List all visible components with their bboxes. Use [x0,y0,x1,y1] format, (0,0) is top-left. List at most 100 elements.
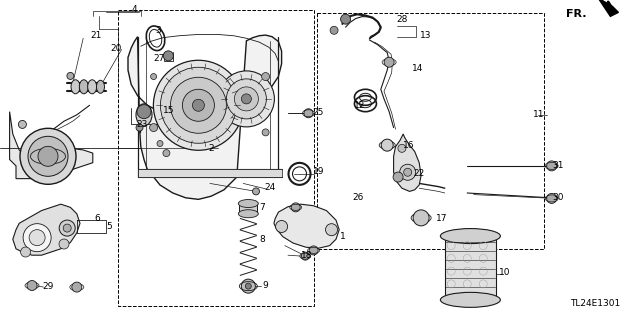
Circle shape [163,51,173,61]
Circle shape [38,146,58,166]
Circle shape [393,172,403,182]
Text: TL24E1301: TL24E1301 [570,299,621,308]
Circle shape [241,94,252,104]
Polygon shape [445,236,496,300]
Polygon shape [13,204,80,255]
Text: 17: 17 [436,214,447,223]
Text: 4: 4 [132,5,137,14]
Ellipse shape [440,228,500,244]
Ellipse shape [88,80,97,94]
Circle shape [72,282,82,292]
Polygon shape [138,169,282,177]
Circle shape [60,220,76,236]
Text: 2: 2 [209,144,214,153]
Text: 15: 15 [163,106,174,115]
Text: 29: 29 [42,282,54,291]
Circle shape [276,220,287,233]
Text: 11: 11 [533,110,545,119]
Circle shape [245,283,252,289]
Circle shape [384,57,394,67]
Circle shape [157,141,163,146]
Ellipse shape [79,80,88,94]
Text: 9: 9 [263,281,268,290]
Ellipse shape [238,199,259,208]
Text: 26: 26 [353,193,364,202]
Circle shape [161,67,236,143]
Circle shape [413,210,429,226]
Circle shape [326,224,337,236]
Text: 19: 19 [313,167,324,176]
Ellipse shape [97,80,104,93]
Text: 7: 7 [260,204,265,212]
Circle shape [193,99,204,111]
Polygon shape [128,35,282,199]
Circle shape [340,14,351,24]
Ellipse shape [71,80,80,94]
Text: 22: 22 [413,169,425,178]
Circle shape [309,246,318,255]
Circle shape [304,109,313,118]
Circle shape [547,193,557,204]
Circle shape [301,252,309,260]
Circle shape [330,26,338,34]
Circle shape [399,164,416,180]
Circle shape [67,72,74,79]
Circle shape [20,128,76,184]
Text: 12: 12 [354,101,365,110]
Circle shape [136,124,143,131]
Text: 5: 5 [106,222,111,231]
Polygon shape [239,204,257,214]
Text: 31: 31 [552,161,564,170]
Circle shape [29,230,45,246]
Polygon shape [394,134,421,191]
Circle shape [163,150,170,157]
Polygon shape [10,112,93,179]
Text: 23: 23 [136,120,148,129]
Ellipse shape [238,210,259,218]
Circle shape [137,105,151,119]
Circle shape [182,89,214,121]
Text: 6: 6 [95,214,100,223]
Text: 24: 24 [264,183,276,192]
Polygon shape [598,0,618,16]
Text: 18: 18 [301,251,313,260]
Text: 27: 27 [153,54,164,63]
Ellipse shape [440,292,500,308]
Circle shape [262,72,269,81]
Circle shape [227,79,266,119]
Circle shape [234,87,259,111]
Text: 30: 30 [552,193,564,202]
Circle shape [20,247,31,257]
Circle shape [218,71,275,127]
Text: 21: 21 [90,31,102,40]
Circle shape [170,77,227,133]
Text: 13: 13 [420,31,431,40]
Text: 25: 25 [312,108,324,117]
Circle shape [547,161,557,171]
Circle shape [19,120,26,129]
Circle shape [150,74,157,79]
Ellipse shape [136,104,152,126]
Text: 10: 10 [499,268,510,277]
Circle shape [404,168,412,176]
Circle shape [262,129,269,136]
Text: FR.: FR. [566,9,586,19]
Text: 14: 14 [412,64,423,73]
Text: 8: 8 [260,235,265,244]
Circle shape [28,136,68,176]
Circle shape [241,279,255,293]
Circle shape [23,224,51,252]
Circle shape [291,203,300,212]
Circle shape [381,139,393,151]
Polygon shape [274,204,339,248]
Circle shape [59,239,69,249]
Circle shape [63,224,71,232]
Circle shape [398,144,406,152]
Circle shape [27,280,37,291]
Text: 3: 3 [156,26,161,35]
Circle shape [154,60,243,150]
Text: 28: 28 [396,15,408,24]
Text: 20: 20 [111,44,122,53]
Text: 1: 1 [340,232,345,241]
Circle shape [253,188,259,195]
